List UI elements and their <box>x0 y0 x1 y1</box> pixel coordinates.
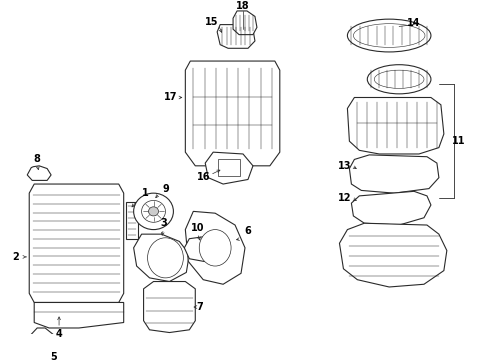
Text: 17: 17 <box>164 93 177 103</box>
Ellipse shape <box>142 201 166 222</box>
Bar <box>218 159 240 176</box>
Text: 8: 8 <box>34 153 41 163</box>
Text: 10: 10 <box>191 223 204 233</box>
Polygon shape <box>217 24 255 48</box>
Ellipse shape <box>147 238 183 278</box>
Polygon shape <box>125 202 138 239</box>
Polygon shape <box>27 166 51 180</box>
Polygon shape <box>349 155 439 193</box>
Text: 1: 1 <box>142 188 149 198</box>
Ellipse shape <box>134 193 173 230</box>
Text: 6: 6 <box>245 226 251 237</box>
Polygon shape <box>347 98 444 154</box>
Text: 18: 18 <box>236 1 250 12</box>
Polygon shape <box>134 234 189 282</box>
Polygon shape <box>351 191 431 225</box>
Text: 16: 16 <box>196 172 210 182</box>
Ellipse shape <box>347 19 431 52</box>
Text: 4: 4 <box>56 329 62 339</box>
Polygon shape <box>185 211 245 284</box>
Text: 5: 5 <box>50 352 57 360</box>
Polygon shape <box>29 184 123 302</box>
Polygon shape <box>233 11 257 35</box>
Text: 9: 9 <box>162 184 169 194</box>
Ellipse shape <box>368 65 431 94</box>
Polygon shape <box>29 328 57 350</box>
Text: 7: 7 <box>196 302 203 312</box>
Polygon shape <box>340 223 447 287</box>
Polygon shape <box>34 302 123 328</box>
Polygon shape <box>144 282 196 333</box>
Text: 14: 14 <box>407 18 421 28</box>
Polygon shape <box>205 152 253 184</box>
Ellipse shape <box>199 230 231 266</box>
Text: 3: 3 <box>160 218 167 228</box>
Polygon shape <box>184 236 221 261</box>
Ellipse shape <box>148 207 158 216</box>
Text: 15: 15 <box>205 17 219 27</box>
Text: 2: 2 <box>12 252 19 262</box>
Text: 13: 13 <box>338 161 351 171</box>
Text: 11: 11 <box>452 136 466 146</box>
Text: 12: 12 <box>338 193 351 203</box>
Polygon shape <box>185 61 280 166</box>
